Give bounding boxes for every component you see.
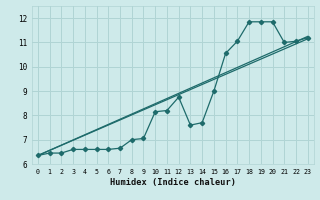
X-axis label: Humidex (Indice chaleur): Humidex (Indice chaleur) bbox=[110, 178, 236, 187]
